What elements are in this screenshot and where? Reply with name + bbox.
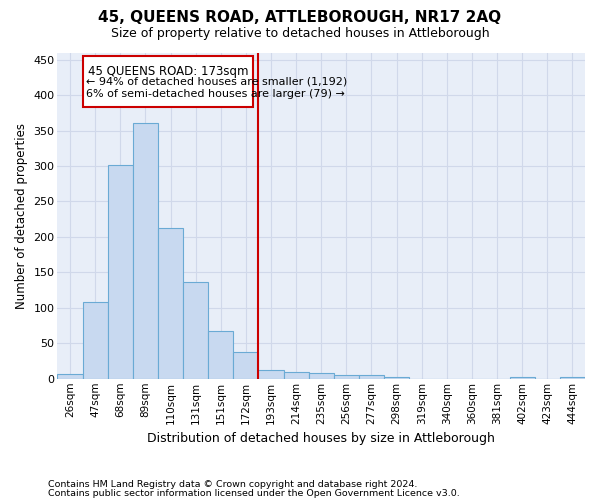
Bar [334, 374, 359, 379]
Text: 45, QUEENS ROAD, ATTLEBOROUGH, NR17 2AQ: 45, QUEENS ROAD, ATTLEBOROUGH, NR17 2AQ [98, 10, 502, 25]
Bar [284, 372, 308, 379]
Bar [133, 124, 158, 379]
Text: 6% of semi-detached houses are larger (79) →: 6% of semi-detached houses are larger (7… [86, 88, 345, 99]
Bar [259, 370, 284, 379]
Text: Contains HM Land Registry data © Crown copyright and database right 2024.: Contains HM Land Registry data © Crown c… [48, 480, 418, 489]
Text: ← 94% of detached houses are smaller (1,192): ← 94% of detached houses are smaller (1,… [86, 76, 347, 86]
Bar [208, 330, 233, 379]
Bar [308, 373, 334, 379]
Bar [560, 378, 585, 379]
FancyBboxPatch shape [83, 56, 253, 107]
Bar [359, 375, 384, 379]
Bar [509, 376, 535, 379]
X-axis label: Distribution of detached houses by size in Attleborough: Distribution of detached houses by size … [147, 432, 495, 445]
Y-axis label: Number of detached properties: Number of detached properties [15, 122, 28, 308]
Bar [233, 352, 259, 379]
Text: Contains public sector information licensed under the Open Government Licence v3: Contains public sector information licen… [48, 489, 460, 498]
Bar [83, 302, 108, 379]
Text: 45 QUEENS ROAD: 173sqm: 45 QUEENS ROAD: 173sqm [88, 66, 248, 78]
Bar [183, 282, 208, 379]
Bar [108, 166, 133, 379]
Bar [58, 374, 83, 379]
Text: Size of property relative to detached houses in Attleborough: Size of property relative to detached ho… [110, 28, 490, 40]
Bar [158, 228, 183, 379]
Bar [384, 378, 409, 379]
